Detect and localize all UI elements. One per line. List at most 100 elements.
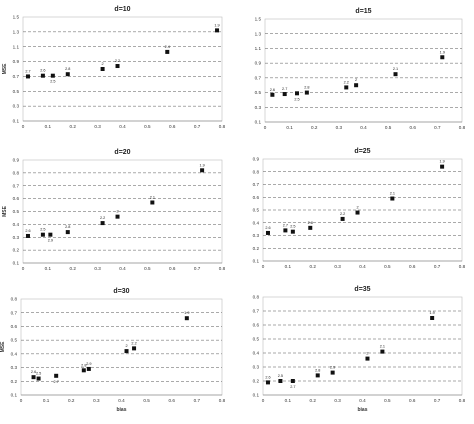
data-point [265, 230, 270, 235]
data-point-label: 2.7 [283, 223, 288, 227]
data-point [430, 316, 435, 320]
x-tick-label: 0.3 [334, 398, 341, 403]
data-point-label: 2 [366, 352, 368, 356]
data-point [290, 229, 295, 234]
data-point-label: 2.2 [100, 216, 105, 220]
x-tick-label: 0.2 [70, 124, 77, 129]
data-point [25, 233, 30, 238]
x-tick-label: 0.7 [194, 398, 201, 403]
y-tick-label: 0.7 [253, 309, 260, 314]
x-tick-label: 0.5 [144, 124, 151, 129]
x-axis-label: bias [116, 407, 126, 413]
x-tick-label: 0.2 [310, 264, 317, 269]
x-tick-label: 0.8 [459, 398, 466, 403]
y-tick-label: 1.5 [255, 17, 262, 22]
x-tick-label: 0.7 [434, 125, 441, 130]
x-tick-label: 0.4 [359, 264, 366, 269]
y-tick-label: 0.9 [13, 59, 20, 64]
data-point-label: 1.9 [430, 311, 435, 315]
y-tick-label: 0.7 [253, 182, 260, 187]
plot-frame [262, 158, 463, 262]
data-point [344, 85, 349, 90]
data-point [215, 28, 220, 33]
y-tick-label: 0.3 [255, 105, 262, 110]
x-tick-label: 0.1 [285, 264, 292, 269]
data-point [440, 164, 445, 169]
data-point [354, 83, 359, 88]
data-point [270, 92, 275, 97]
data-point-label: 2.8 [304, 86, 309, 90]
y-tick-label: 0.9 [253, 157, 260, 162]
data-point-label: 1.9 [184, 311, 189, 315]
y-tick-label: 0.4 [11, 351, 18, 356]
y-tick-label: 0.9 [13, 158, 20, 163]
y-tick-label: 0.1 [253, 259, 260, 264]
x-tick-label: 0.4 [119, 266, 126, 271]
data-point [54, 373, 59, 378]
y-tick-label: 0.5 [13, 209, 20, 214]
y-tick-label: 1.3 [255, 31, 262, 36]
data-point-label: 2.6 [25, 229, 30, 233]
x-tick-label: 0.6 [409, 398, 416, 403]
data-point [132, 346, 137, 351]
data-point [31, 375, 36, 380]
y-tick-label: 0.4 [13, 222, 20, 227]
plot-frame [264, 18, 463, 123]
data-point [48, 232, 53, 237]
data-point-label: 2.5 [36, 372, 41, 376]
data-point-label: 2.7 [290, 385, 295, 389]
x-tick-label: 0.4 [118, 398, 125, 403]
data-point [184, 316, 189, 321]
data-point-label: 2.2 [340, 212, 345, 216]
data-point-label: 2.1 [380, 345, 385, 349]
y-tick-label: 0.6 [11, 324, 18, 329]
y-tick-label: 0.8 [11, 297, 18, 302]
data-point-label: 2.5 [278, 374, 283, 378]
data-point [25, 74, 30, 79]
data-point-label: 1.9 [199, 163, 204, 167]
x-tick-label: 0 [262, 264, 265, 269]
data-point-label: 2.2 [131, 341, 136, 345]
x-tick-label: 0.4 [360, 125, 367, 130]
data-point [165, 49, 170, 54]
y-axis-label: MSE [0, 341, 6, 353]
y-tick-label: 0.3 [13, 235, 20, 240]
x-tick-label: 0.3 [94, 124, 101, 129]
data-point-label: 2.5 [40, 228, 45, 232]
data-point [115, 64, 120, 69]
x-tick-label: 0.6 [169, 266, 176, 271]
x-tick-label: 0.7 [434, 398, 441, 403]
data-point-label: 1.9 [440, 50, 445, 54]
data-point-label: 2.8 [308, 221, 313, 225]
data-point [393, 72, 398, 77]
panel-title: d=10 [114, 6, 130, 13]
data-point-label: 2.9 [48, 239, 53, 243]
data-point-label: 2 [125, 344, 127, 348]
data-point [282, 92, 287, 97]
x-tick-label: 0.1 [43, 398, 50, 403]
x-tick-label: 0.5 [384, 264, 391, 269]
x-axis-label: bias [357, 407, 367, 413]
data-point-label: 2.8 [65, 67, 70, 71]
data-point-label: 2 [102, 62, 104, 66]
y-tick-label: 0.6 [253, 323, 260, 328]
data-point-label: 2.6 [270, 88, 275, 92]
data-point [308, 225, 313, 230]
data-point [40, 73, 45, 78]
data-point-label: 2.8 [65, 225, 70, 229]
y-tick-label: 0.8 [13, 170, 20, 175]
data-point-label: 2.7 [282, 87, 287, 91]
y-tick-label: 0.7 [13, 183, 20, 188]
y-axis-label: MSE [2, 205, 8, 217]
data-point-label: 2.7 [54, 380, 59, 384]
y-tick-label: 0.7 [13, 74, 20, 79]
data-point [440, 55, 445, 60]
data-point-label: 2.5 [294, 97, 299, 101]
y-tick-label: 0.3 [253, 233, 260, 238]
data-point-label: 2.9 [86, 362, 91, 366]
data-point-label: 2.8 [315, 368, 320, 372]
data-point [50, 73, 55, 78]
y-tick-label: 1.5 [13, 15, 20, 20]
data-point-label: 2 [356, 206, 358, 210]
y-tick-label: 1.1 [255, 46, 262, 51]
